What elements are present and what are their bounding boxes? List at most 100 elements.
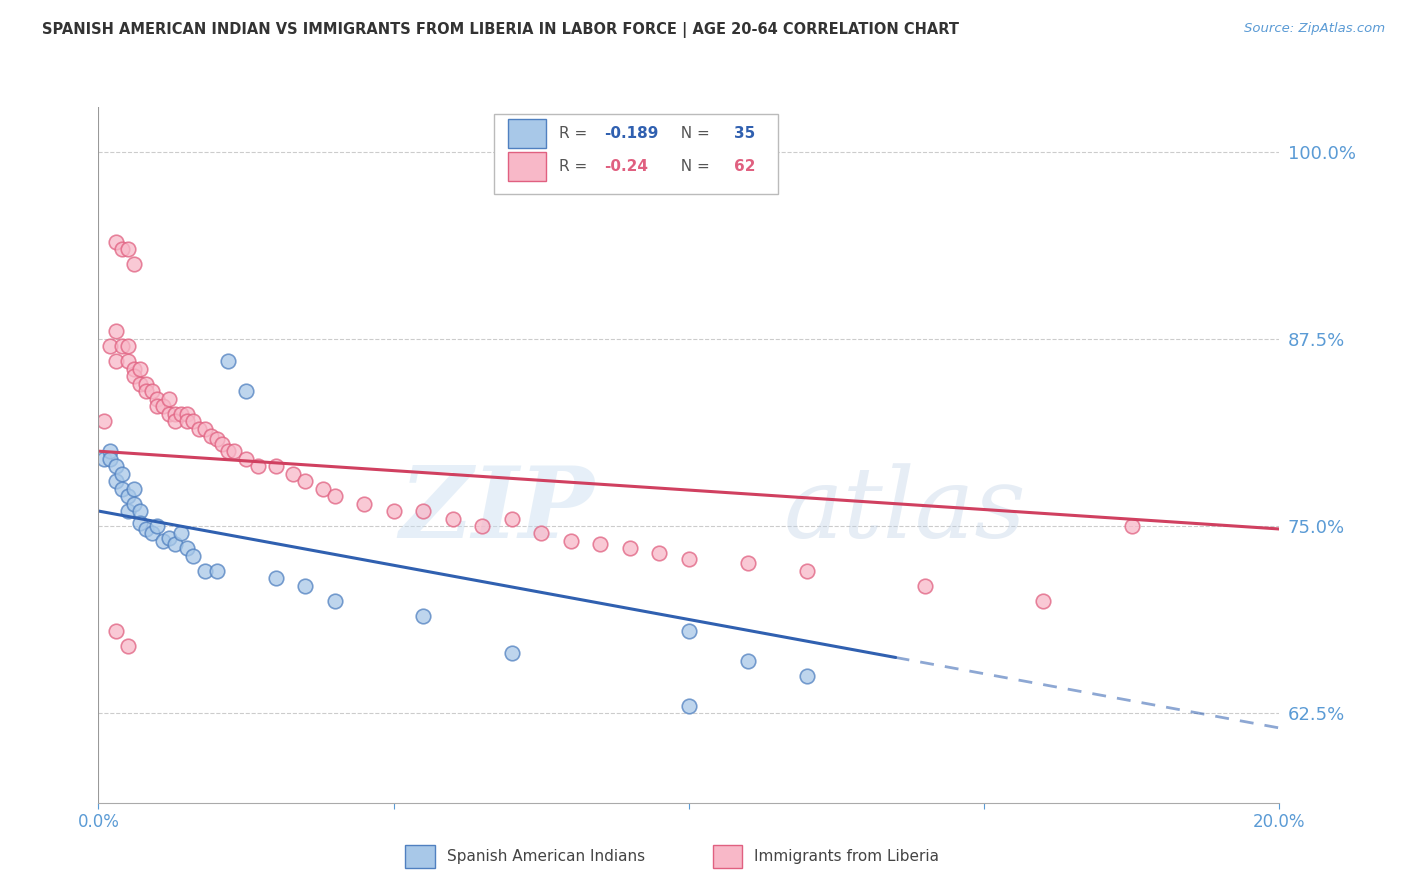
- Point: [530, 526, 553, 541]
- Point: [181, 549, 204, 563]
- Point: [135, 384, 157, 399]
- Point: [117, 489, 139, 503]
- Point: [194, 564, 217, 578]
- Point: [323, 489, 346, 503]
- Point: [796, 564, 818, 578]
- Text: R =: R =: [560, 160, 592, 174]
- Point: [312, 482, 335, 496]
- FancyBboxPatch shape: [405, 846, 434, 868]
- Point: [200, 429, 222, 443]
- Point: [412, 608, 434, 623]
- Text: -0.189: -0.189: [605, 126, 658, 141]
- Text: atlas: atlas: [783, 463, 1026, 558]
- Point: [211, 436, 233, 450]
- Text: ZIP: ZIP: [399, 462, 595, 558]
- Point: [246, 459, 269, 474]
- Point: [181, 414, 204, 428]
- Point: [176, 407, 198, 421]
- Point: [105, 325, 128, 339]
- Point: [111, 467, 134, 481]
- Point: [1032, 594, 1054, 608]
- FancyBboxPatch shape: [713, 846, 742, 868]
- Point: [205, 564, 228, 578]
- Point: [122, 482, 145, 496]
- Point: [678, 698, 700, 713]
- Point: [122, 369, 145, 384]
- Point: [165, 414, 187, 428]
- Point: [619, 541, 641, 556]
- Point: [117, 354, 139, 368]
- Point: [187, 422, 209, 436]
- Point: [146, 399, 169, 413]
- Point: [128, 504, 150, 518]
- Point: [796, 668, 818, 682]
- Point: [170, 526, 193, 541]
- Point: [323, 594, 346, 608]
- Point: [152, 533, 174, 548]
- Point: [157, 531, 180, 545]
- Point: [294, 474, 316, 488]
- Point: [141, 526, 163, 541]
- Point: [914, 579, 936, 593]
- Point: [224, 444, 246, 458]
- Point: [194, 422, 217, 436]
- FancyBboxPatch shape: [508, 119, 546, 148]
- Point: [141, 384, 163, 399]
- Point: [117, 242, 139, 256]
- Point: [678, 552, 700, 566]
- Point: [122, 497, 145, 511]
- Point: [128, 516, 150, 530]
- Point: [105, 624, 128, 638]
- Point: [146, 519, 169, 533]
- Text: SPANISH AMERICAN INDIAN VS IMMIGRANTS FROM LIBERIA IN LABOR FORCE | AGE 20-64 CO: SPANISH AMERICAN INDIAN VS IMMIGRANTS FR…: [42, 22, 959, 38]
- FancyBboxPatch shape: [508, 153, 546, 181]
- Point: [501, 511, 523, 525]
- Point: [93, 451, 115, 466]
- Point: [98, 444, 121, 458]
- Point: [105, 354, 128, 368]
- Text: N =: N =: [671, 126, 714, 141]
- Point: [128, 376, 150, 391]
- Point: [135, 522, 157, 536]
- Point: [146, 392, 169, 406]
- Point: [560, 533, 582, 548]
- Point: [412, 504, 434, 518]
- Point: [117, 339, 139, 353]
- Point: [170, 407, 193, 421]
- Point: [122, 257, 145, 271]
- Text: Source: ZipAtlas.com: Source: ZipAtlas.com: [1244, 22, 1385, 36]
- Text: 62: 62: [734, 160, 755, 174]
- Point: [235, 451, 257, 466]
- Text: N =: N =: [671, 160, 714, 174]
- Text: 35: 35: [734, 126, 755, 141]
- Point: [165, 537, 187, 551]
- Point: [111, 242, 134, 256]
- Point: [152, 399, 174, 413]
- Point: [441, 511, 464, 525]
- Point: [98, 339, 121, 353]
- Point: [283, 467, 305, 481]
- Point: [135, 376, 157, 391]
- Point: [122, 362, 145, 376]
- Point: [157, 407, 180, 421]
- Point: [678, 624, 700, 638]
- Point: [589, 537, 612, 551]
- Text: Spanish American Indians: Spanish American Indians: [447, 849, 645, 863]
- Point: [128, 362, 150, 376]
- Point: [501, 646, 523, 660]
- Point: [176, 414, 198, 428]
- Point: [353, 497, 375, 511]
- Point: [205, 432, 228, 446]
- Point: [648, 546, 671, 560]
- Point: [105, 474, 128, 488]
- Point: [737, 557, 759, 571]
- Point: [117, 639, 139, 653]
- Point: [382, 504, 405, 518]
- Point: [111, 482, 134, 496]
- Point: [105, 235, 128, 249]
- Point: [471, 519, 494, 533]
- Point: [1121, 519, 1143, 533]
- Point: [165, 407, 187, 421]
- Point: [217, 444, 239, 458]
- Point: [294, 579, 316, 593]
